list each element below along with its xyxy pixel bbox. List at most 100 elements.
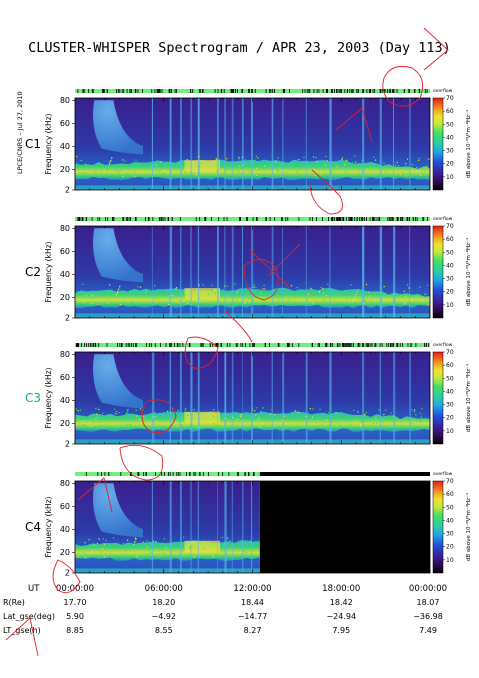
noise-speck <box>124 415 126 418</box>
noise-speck <box>108 552 110 554</box>
noise-speck <box>115 411 118 413</box>
emission-spike <box>169 481 172 573</box>
y-axis-label: Frequency (kHz) <box>44 496 53 557</box>
noise-speck <box>336 425 338 427</box>
noise-speck <box>118 288 120 290</box>
noise-speck <box>249 540 251 542</box>
band-enhancement <box>184 540 220 553</box>
noise-speck <box>191 541 193 544</box>
noise-speck <box>143 295 145 297</box>
noise-speck <box>407 284 409 286</box>
noise-speck <box>83 420 85 422</box>
noise-speck <box>400 173 402 175</box>
noise-speck <box>112 537 115 539</box>
noise-speck <box>120 304 122 306</box>
noise-speck <box>382 421 385 423</box>
noise-speck <box>84 424 86 426</box>
emission-spike <box>231 226 234 318</box>
noise-speck <box>424 293 426 295</box>
emission-spike <box>393 352 396 444</box>
noise-speck <box>89 556 91 558</box>
noise-speck <box>198 297 200 299</box>
noise-speck <box>251 408 253 410</box>
noise-speck <box>189 545 191 548</box>
noise-speck <box>161 172 163 174</box>
noise-speck <box>342 175 345 177</box>
noise-speck <box>161 175 163 177</box>
y-tick-label: 80 <box>60 350 70 359</box>
noise-speck <box>115 413 117 415</box>
noise-speck <box>76 163 78 165</box>
noise-speck <box>313 168 315 170</box>
noise-speck <box>122 159 124 161</box>
noise-speck <box>99 167 101 169</box>
noise-speck <box>330 419 332 421</box>
noise-speck <box>351 161 354 164</box>
noise-speck <box>85 295 87 297</box>
noise-speck <box>138 551 140 553</box>
noise-speck <box>163 173 165 175</box>
noise-speck <box>109 161 111 163</box>
colorbar-tick-label: 30 <box>446 531 454 538</box>
noise-speck <box>350 423 352 425</box>
noise-speck <box>356 291 358 293</box>
noise-speck <box>360 424 362 426</box>
noise-speck <box>117 171 119 173</box>
noise-speck <box>411 297 413 300</box>
noise-speck <box>81 172 83 174</box>
chart-title: CLUSTER-WHISPER Spectrogram / APR 23, 20… <box>28 40 451 56</box>
noise-speck <box>283 415 285 417</box>
noise-speck <box>131 301 133 303</box>
noise-specks <box>75 283 430 306</box>
noise-speck <box>138 418 140 420</box>
noise-speck <box>323 418 325 421</box>
noise-speck <box>155 164 157 166</box>
noise-speck <box>263 284 265 286</box>
noise-speck <box>319 408 321 410</box>
noise-speck <box>93 544 95 546</box>
spectrogram-area <box>75 481 260 573</box>
noise-speck <box>135 539 137 541</box>
noise-speck <box>152 542 154 544</box>
orbit-value: 8.27 <box>244 626 262 635</box>
noise-speck <box>354 170 356 172</box>
emission-spike <box>282 226 283 318</box>
noise-speck <box>148 289 150 291</box>
noise-speck <box>77 410 79 412</box>
noise-speck <box>77 167 79 169</box>
noise-speck <box>175 176 177 178</box>
noise-speck <box>127 419 129 421</box>
noise-speck <box>128 303 130 305</box>
y-tick-label: 2 <box>65 440 70 449</box>
noise-speck <box>88 300 91 302</box>
noise-speck <box>136 556 138 559</box>
emission-spike <box>151 98 153 190</box>
noise-speck <box>428 158 430 160</box>
noise-speck <box>392 415 394 417</box>
colorbar-tick-label: 40 <box>446 134 454 141</box>
noise-speck <box>218 416 220 418</box>
noise-speck <box>122 175 124 178</box>
noise-speck <box>326 290 328 292</box>
noise-speck <box>128 426 130 428</box>
noise-speck <box>243 551 245 553</box>
noise-speck <box>172 294 174 297</box>
noise-speck <box>83 301 85 303</box>
x-tick-label: 18:00:00 <box>322 584 360 594</box>
noise-speck <box>75 408 77 410</box>
noise-speck <box>213 415 215 417</box>
noise-speck <box>412 169 414 172</box>
noise-speck <box>418 157 420 159</box>
noise-speck <box>91 425 93 427</box>
overflow-label: overflow <box>433 342 453 348</box>
noise-speck <box>317 414 319 416</box>
noise-speck <box>136 166 138 168</box>
noise-speck <box>315 421 317 423</box>
noise-speck <box>211 284 213 286</box>
noise-speck <box>185 543 188 545</box>
noise-speck <box>332 421 334 423</box>
orbit-value: −24.94 <box>326 612 356 621</box>
noise-speck <box>236 291 239 293</box>
emission-spike <box>329 226 331 318</box>
noise-speck <box>324 423 326 425</box>
